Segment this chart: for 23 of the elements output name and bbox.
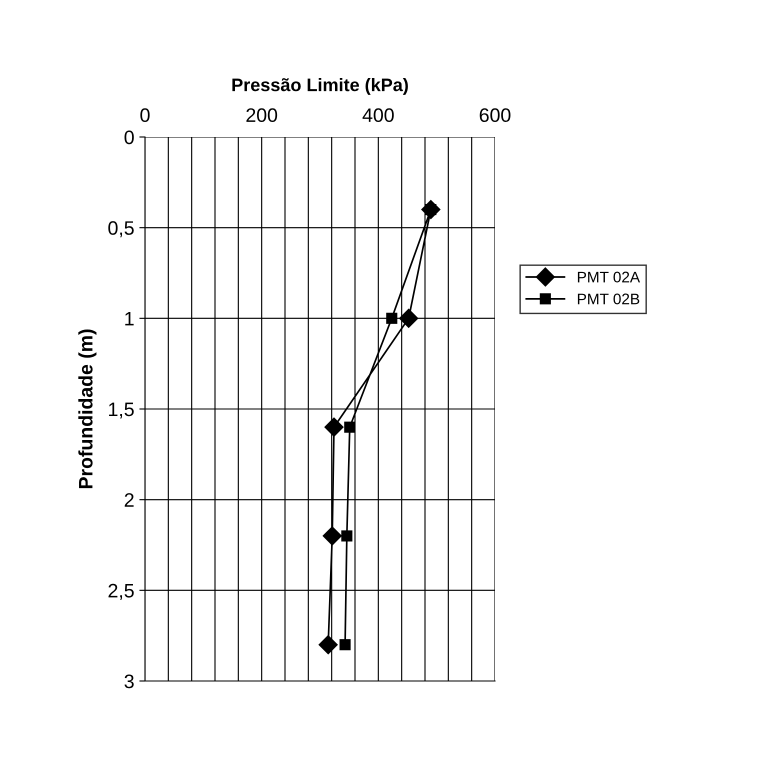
point [399,308,418,328]
point [324,418,344,437]
point [344,422,356,433]
x-tick-label: 600 [480,108,510,122]
legend-label: PMT 02B [578,294,640,304]
y-tick-label: 3 [124,674,134,688]
y-tick-label: 2,5 [108,584,134,600]
x-tick-label: 400 [362,108,394,122]
point [386,312,398,324]
point [318,635,338,654]
y-axis-title: Profundidade (m) [78,329,96,488]
point [340,639,351,650]
point [341,530,352,542]
y-tick-label: 2 [124,493,134,507]
x-axis-title: Pressão Limite (kPa) [232,78,408,95]
y-tick-label: 1 [125,312,134,326]
y-tick-label: 0 [124,130,134,144]
x-tick-label: 200 [246,108,278,122]
point [322,526,342,546]
legend-label: PMT 02A [578,272,640,282]
y-tick-label: 1,5 [109,402,134,419]
x-tick-label: 0 [140,108,150,122]
y-tick-label: 0,5 [108,221,134,238]
